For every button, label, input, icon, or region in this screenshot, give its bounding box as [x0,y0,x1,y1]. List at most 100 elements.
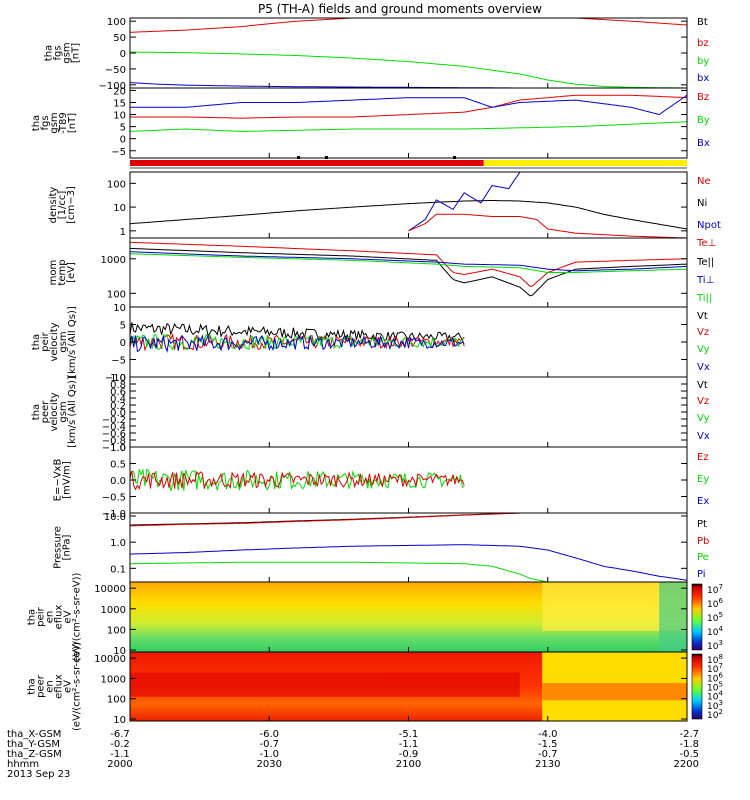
y-tick-label: 0.5 [110,460,126,471]
legend-label: Te⊥ [696,238,716,249]
series-line-Te⊥ [130,241,687,287]
y-tick-label: 0.4 [110,394,126,405]
spectrogram-core-band [130,672,520,697]
legend-label: Vy [697,413,710,424]
panel-density: Ne Ni Npot 100 10 1 density[1/cc][cm−3] [48,171,721,239]
series-line-By [130,121,687,132]
y-tick-label: −0.2 [102,415,126,426]
y-tick-label: 0 [120,49,126,60]
y-tick-label: 100 [107,625,126,636]
x-tick-label: 2100 [396,759,421,770]
colorbar-tick-label: 104 [707,625,723,638]
series-line-Ne [408,213,687,238]
x-tick-label: -1.8 [679,739,699,750]
legend-label: Ne [697,176,711,187]
y-tick-label: 10000 [94,654,126,665]
y-tick-label: 100 [107,179,126,190]
mode-bar-segment [483,160,687,166]
mode-bar-marker [324,156,328,159]
panel-frame [129,237,688,308]
series-line-Ti⊥ [130,251,687,272]
legend-label: Bx [697,138,710,149]
colorbar-tick-label: 106 [707,597,723,610]
panel-mom-temp: Te⊥ Te|| Ti⊥ Ti|| 1000 100 momtemp[eV] [48,237,716,308]
series-line-Npot [408,172,521,232]
series-group [130,513,687,582]
panel-frame [129,87,688,159]
legend-label: bx [697,73,709,84]
y-tick-label: 100 [107,17,126,28]
legend-label: Pb [697,536,709,547]
series-line-by [130,51,687,88]
panel-peir-velocity: Vt Vz Vy Vx 10 5 0 −5 −10 thapeirvelocitygsm[km/s… [31,303,710,384]
y-tick-label: −100 [99,81,126,92]
x-tick-label: -6.0 [259,729,279,740]
y-axis-label: thapeerenefluxeV(eV/(cm²-s-sr-eV)) [27,642,83,731]
series-line-Vx [130,333,465,353]
y-tick-label: 20 [113,86,126,97]
series-line-Vy [130,333,465,351]
y-tick-label: 15 [113,98,126,109]
y-tick-label: 1000 [101,255,126,266]
x-tick-label: -1.1 [110,749,130,760]
y-tick-label: 0.0 [110,408,126,419]
colorbar [691,583,703,651]
y-tick-label: 10 [113,715,126,726]
x-tick-label: -2.7 [679,729,699,740]
y-axis-label: momtemp[eV] [48,259,77,285]
y-tick-label: 100 [107,695,126,706]
y-tick-label: −0.8 [102,436,126,447]
x-tick-label: -1.5 [538,739,558,750]
y-tick-label: 10 [113,303,126,314]
panel-fgs-gsm: Bt bz by bx 100 50 0 −50 −100 thafgsgsm[nT] [44,17,710,92]
x-tick-label: 2200 [674,759,699,770]
y-tick-label: 10000 [94,584,126,595]
legend-label: Pt [697,519,707,530]
y-tick-label: 1.0 [110,538,126,549]
x-tick-label: -6.7 [110,729,130,740]
mode-bar-segment [130,160,484,166]
y-tick-label: −1.0 [102,509,126,520]
x-tick-label: -1.0 [259,749,279,760]
y-tick-label: 5 [120,123,126,134]
legend-label: Npot [697,220,721,231]
legend-label: Ti⊥ [696,275,714,286]
ephemeris-row-label: tha_X-GSM [7,729,61,740]
y-tick-label: 10 [113,203,126,214]
panel-peer-velocity: VtVzVyVx1.00.80.60.40.20.0−0.2−0.4−0.6−0… [31,373,710,454]
x-tick-label: -4.0 [538,729,558,740]
ephemeris-row-label: tha_Z-GSM [7,749,62,760]
legend-label: Vt [697,311,708,322]
x-tick-label: -0.7 [538,749,558,760]
x-tick-label: -5.1 [399,729,419,740]
y-tick-label: 0.0 [110,476,126,487]
colorbar-tick-label: 105 [707,611,723,624]
x-tick-label: -0.5 [679,749,699,760]
legend-label: Vz [697,396,709,407]
panel-pressure: Pt Pb Pe Pi 10.0 1.0 0.1 Pressure[nPa] [53,512,709,583]
y-tick-label: −5 [111,147,126,158]
y-axis-label: thafgsgsm[nT] [44,42,82,63]
spectrogram-edge [659,582,687,652]
legend-label: Vy [697,344,710,355]
x-axis-labels: tha_X-GSM -6.7 -6.0 -5.1 -4.0 -2.7 tha_Y-GSM -0… [7,729,699,770]
ephemeris-row-label: tha_Y-GSM [7,739,60,750]
colorbar [691,653,703,720]
panel-frame [129,376,688,448]
x-tick-label: 2030 [257,759,282,770]
y-tick-label: −0.4 [102,422,126,433]
x-tick-label: 2130 [535,759,560,770]
colorbar-tick-label: 103 [707,639,723,652]
ephemeris-row-label: hhmm [7,759,39,770]
legend-label: bz [697,38,709,49]
legend-label: Pi [697,569,706,580]
series-line-Ey [130,468,465,492]
y-tick-label: 1000 [101,674,126,685]
legend-label: Ey [697,474,709,485]
x-tick-label: -0.7 [259,739,279,750]
panel-efield: Ez Ey Ex 1.0 0.5 0.0 −0.5 −1.0 E=−VxB[mV/m] [53,443,710,520]
y-tick-label: −0.5 [102,493,126,504]
plot-title: P5 (TH-A) fields and ground moments over… [258,2,542,16]
x-tick-label: 2000 [107,759,132,770]
